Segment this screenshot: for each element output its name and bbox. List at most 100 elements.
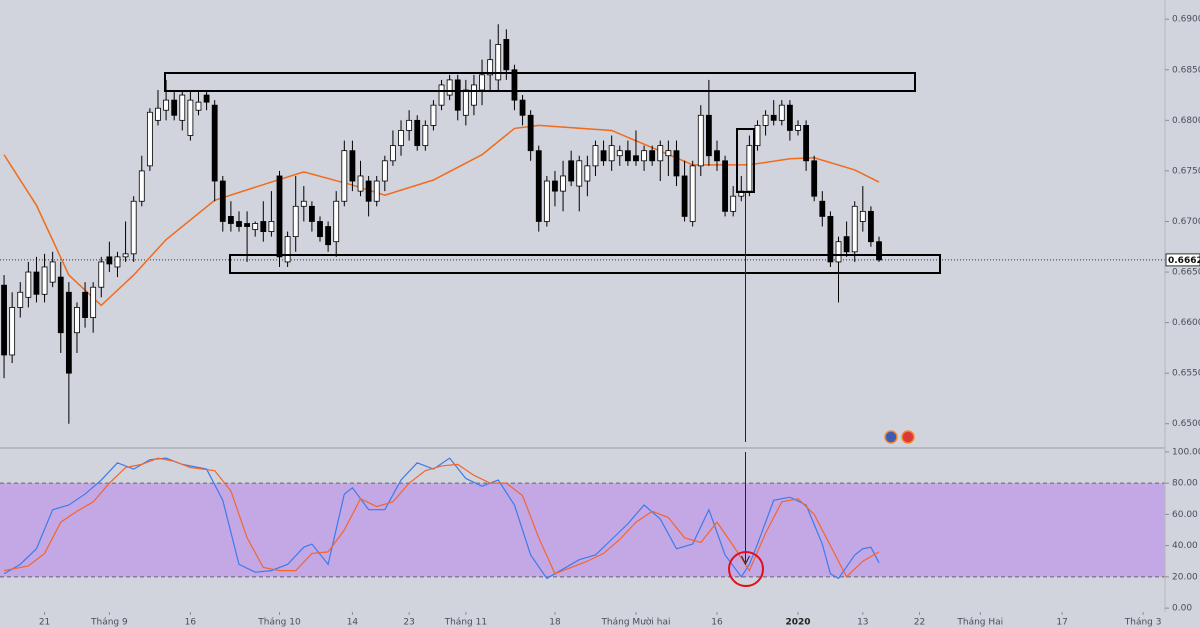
arrow-head <box>741 555 750 566</box>
candle-body <box>746 145 753 192</box>
candle-body <box>681 175 688 217</box>
candle-body <box>276 175 283 258</box>
x-tick-label: Tháng Hai <box>956 618 1003 628</box>
candle-body <box>219 180 226 222</box>
y-tick-label: 60.00 <box>1172 510 1198 520</box>
candle-body <box>1 284 7 356</box>
candle-body <box>49 261 56 283</box>
candle-body <box>705 114 712 157</box>
candle-body <box>195 101 202 111</box>
candle-body <box>187 99 194 136</box>
y-tick-label: 0.69000 <box>1172 15 1200 25</box>
candle-body <box>827 216 834 263</box>
candle-body <box>511 69 518 101</box>
candle-body <box>868 210 874 243</box>
candle-body <box>90 286 97 318</box>
candle-body <box>292 205 299 238</box>
candle-body <box>341 150 348 202</box>
price-panel <box>0 24 1165 424</box>
candle-body <box>657 145 664 162</box>
candle-body <box>535 150 542 222</box>
candle-body <box>57 276 64 334</box>
candle-body <box>260 221 267 232</box>
candle-body <box>641 150 647 162</box>
candle-body <box>309 205 315 222</box>
event-icon <box>884 430 898 444</box>
candle-body <box>471 84 477 106</box>
candle-body <box>211 104 218 182</box>
y-tick-label: 0.68500 <box>1172 65 1200 75</box>
axes: 0.65000 0.65500 0.66000 0.66500 0.67000 0.675… <box>39 15 1200 628</box>
candle-body <box>697 114 704 167</box>
x-tick-label: Tháng Mười hai <box>600 617 670 628</box>
candle-body <box>730 195 737 212</box>
candle-body <box>390 145 396 162</box>
candle-body <box>811 160 818 197</box>
x-tick-label: 23 <box>403 618 414 628</box>
y-tick-label: 0.67000 <box>1172 217 1200 227</box>
candle-body <box>171 99 178 116</box>
candle-body <box>568 160 575 182</box>
candle-body <box>527 114 534 152</box>
candle-body <box>462 89 469 116</box>
candle-body <box>146 111 153 167</box>
candle-body <box>114 256 121 268</box>
candle-body <box>317 221 323 238</box>
candle-body <box>624 150 631 162</box>
candle-body <box>422 124 429 147</box>
event-icon <box>901 430 915 444</box>
y-tick-label: 20.00 <box>1172 572 1198 582</box>
last-price-box <box>1165 253 1200 267</box>
candle-body <box>714 150 720 162</box>
candle-body <box>438 84 445 106</box>
candle-body <box>406 119 413 131</box>
candle-body <box>616 150 623 157</box>
candle-body <box>778 104 785 121</box>
candle-body <box>519 99 526 116</box>
moving-average <box>3 124 880 307</box>
candle-body <box>503 39 510 71</box>
candle-body <box>543 180 550 222</box>
x-tick-label: Tháng 9 <box>90 618 128 628</box>
band <box>0 483 1165 577</box>
candle-body <box>454 79 461 111</box>
candle-body <box>487 59 494 76</box>
candle-body <box>851 205 858 253</box>
x-tick-label: Tháng 3 <box>1124 618 1162 628</box>
candle-body <box>876 241 882 261</box>
candle-body <box>333 200 340 243</box>
x-tick-label: 13 <box>857 618 868 628</box>
candle-body <box>649 150 656 162</box>
candle-body <box>300 200 307 207</box>
candle-body <box>74 307 80 334</box>
y-tick-label: 0.65500 <box>1172 369 1200 379</box>
candle-body <box>414 119 421 147</box>
x-tick-label: Tháng 10 <box>257 618 301 628</box>
candle-body <box>665 150 672 157</box>
highlight-circle <box>728 551 764 587</box>
candle-body <box>17 291 24 308</box>
x-tick-label: 16 <box>711 618 723 628</box>
candle-body <box>479 74 485 91</box>
candle-body <box>495 44 502 81</box>
candle-body <box>349 150 356 182</box>
candle-body <box>786 104 793 131</box>
candle-body <box>244 223 250 227</box>
y-tick-label: 0.00 <box>1172 604 1192 614</box>
candle-body <box>381 160 388 182</box>
candle-body <box>365 180 372 202</box>
candle-body <box>98 261 105 288</box>
candle-body <box>398 130 404 147</box>
x-tick-label: 17 <box>1056 618 1067 628</box>
drawings <box>164 72 941 274</box>
y-tick-label: 0.66500 <box>1172 268 1200 278</box>
x-tick-label: 16 <box>185 618 197 628</box>
x-tick-label: 22 <box>914 618 925 628</box>
candle-body <box>722 160 728 212</box>
candle-body <box>446 79 453 96</box>
y-tick-label: 0.66000 <box>1172 318 1200 328</box>
y-tick-label: 40.00 <box>1172 541 1198 551</box>
